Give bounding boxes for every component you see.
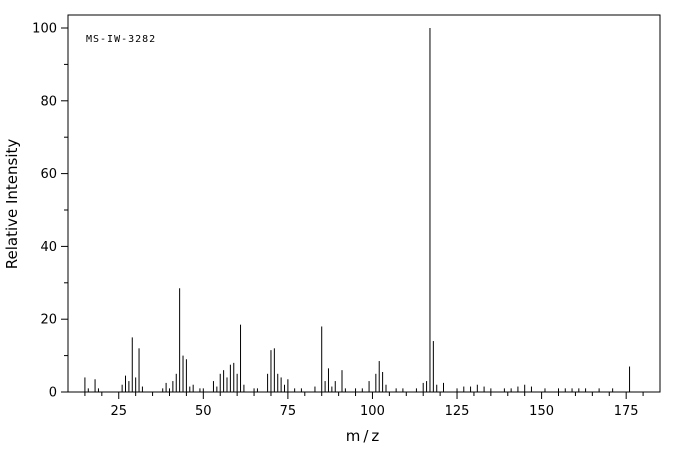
x-tick-label: 125 — [445, 404, 470, 419]
spectrum-id-annotation: MS-IW-3282 — [86, 34, 156, 45]
x-axis-label: m/z — [346, 427, 383, 445]
plot-area-border — [67, 14, 661, 393]
x-tick-label: 150 — [529, 404, 554, 419]
y-tick-label: 100 — [32, 22, 57, 37]
x-tick-label: 100 — [360, 404, 385, 419]
y-axis-label: Relative Intensity — [3, 139, 21, 270]
x-tick-label: 25 — [110, 404, 127, 419]
y-tick-label: 20 — [40, 313, 57, 328]
peaks-group — [84, 28, 631, 392]
y-tick-label: 60 — [40, 167, 57, 182]
x-tick-label: 50 — [195, 404, 212, 419]
y-tick-label: 0 — [49, 386, 57, 401]
x-tick-label: 175 — [614, 404, 639, 419]
x-axis-ticks: 25 50 75 100 125 150 175 — [84, 392, 644, 419]
y-tick-label: 40 — [40, 240, 57, 255]
x-tick-label: 75 — [280, 404, 297, 419]
y-axis-ticks: 0 20 40 60 80 100 — [32, 22, 68, 401]
y-tick-label: 80 — [40, 94, 57, 109]
